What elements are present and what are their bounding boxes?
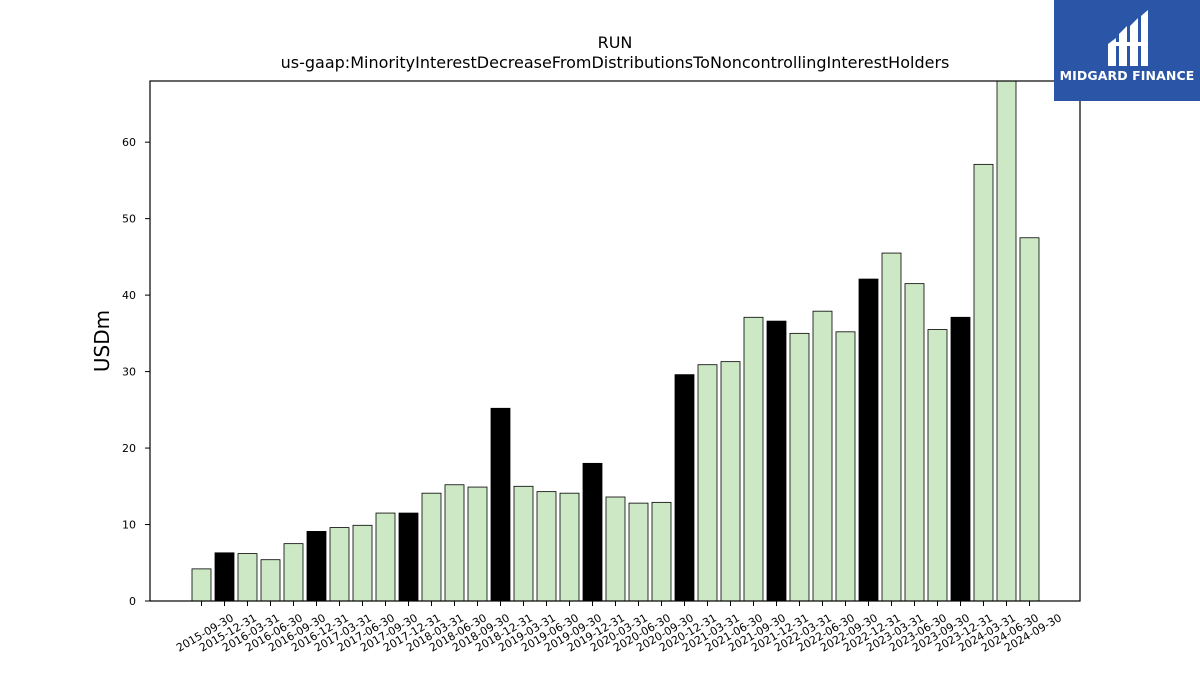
- bar-2021-03-31: [697, 364, 718, 602]
- bar-2015-09-30: [191, 568, 212, 602]
- bar-2017-03-31: [329, 527, 350, 602]
- bars-group: [191, 80, 1040, 602]
- bar-2019-09-30: [559, 492, 580, 602]
- bar-2024-03-31: [973, 163, 994, 602]
- y-axis-label: USDm: [90, 310, 114, 372]
- bar-2024-09-30: [1019, 237, 1040, 602]
- y-tick-label: 10: [122, 519, 136, 532]
- bar-2021-09-30: [743, 316, 764, 602]
- bar-2017-09-30: [375, 512, 396, 602]
- y-tick-label: 20: [122, 442, 136, 455]
- bar-2018-09-30: [467, 486, 488, 602]
- bar-2023-06-30: [904, 283, 925, 602]
- chart-subtitle: us-gaap:MinorityInterestDecreaseFromDist…: [281, 53, 950, 72]
- bar-2020-06-30: [628, 502, 649, 602]
- y-tick-label: 40: [122, 289, 136, 302]
- y-tick-label: 0: [129, 595, 136, 608]
- bar-2022-03-31: [789, 332, 810, 602]
- bar-2016-06-30: [260, 559, 281, 602]
- bar-2023-09-30: [927, 329, 948, 602]
- midgard-logo-icon: [1108, 10, 1148, 66]
- x-axis: 2015-09-302015-12-312016-03-312016-06-30…: [174, 601, 1064, 655]
- bar-2018-12-31: [490, 407, 511, 602]
- bar-2017-06-30: [352, 524, 373, 602]
- bar-2016-12-31: [306, 531, 327, 602]
- bar-2020-12-31: [674, 374, 695, 602]
- chart-title: RUN: [598, 33, 633, 52]
- bar-2022-12-31: [858, 278, 879, 602]
- bar-2021-06-30: [720, 361, 741, 602]
- bar-2021-12-31: [766, 320, 787, 602]
- y-tick-label: 60: [122, 136, 136, 149]
- bar-2018-03-31: [421, 492, 442, 602]
- y-tick-label: 50: [122, 213, 136, 226]
- y-axis: 0 10 20 30 40 50 60: [122, 136, 150, 608]
- bar-2019-06-30: [536, 491, 557, 602]
- bar-2017-12-31: [398, 512, 419, 602]
- bar-2019-12-31: [582, 462, 603, 602]
- y-tick-label: 30: [122, 366, 136, 379]
- bar-2018-06-30: [444, 484, 465, 602]
- plot-frame: [149, 80, 1081, 602]
- bar-2016-09-30: [283, 543, 304, 602]
- brand-logo: MIDGARD FINANCE: [1054, 0, 1200, 101]
- bar-2023-03-31: [881, 252, 902, 602]
- bar-2023-12-31: [950, 316, 971, 602]
- bar-2016-03-31: [237, 553, 258, 602]
- bar-2022-06-30: [812, 310, 833, 602]
- bar-2015-12-31: [214, 552, 235, 602]
- bar-2024-06-30: [996, 80, 1017, 602]
- bar-2020-09-30: [651, 501, 672, 602]
- bar-2020-03-31: [605, 496, 626, 602]
- bar-2022-09-30: [835, 331, 856, 602]
- brand-name: MIDGARD FINANCE: [1059, 68, 1195, 83]
- bar-2019-03-31: [513, 485, 534, 602]
